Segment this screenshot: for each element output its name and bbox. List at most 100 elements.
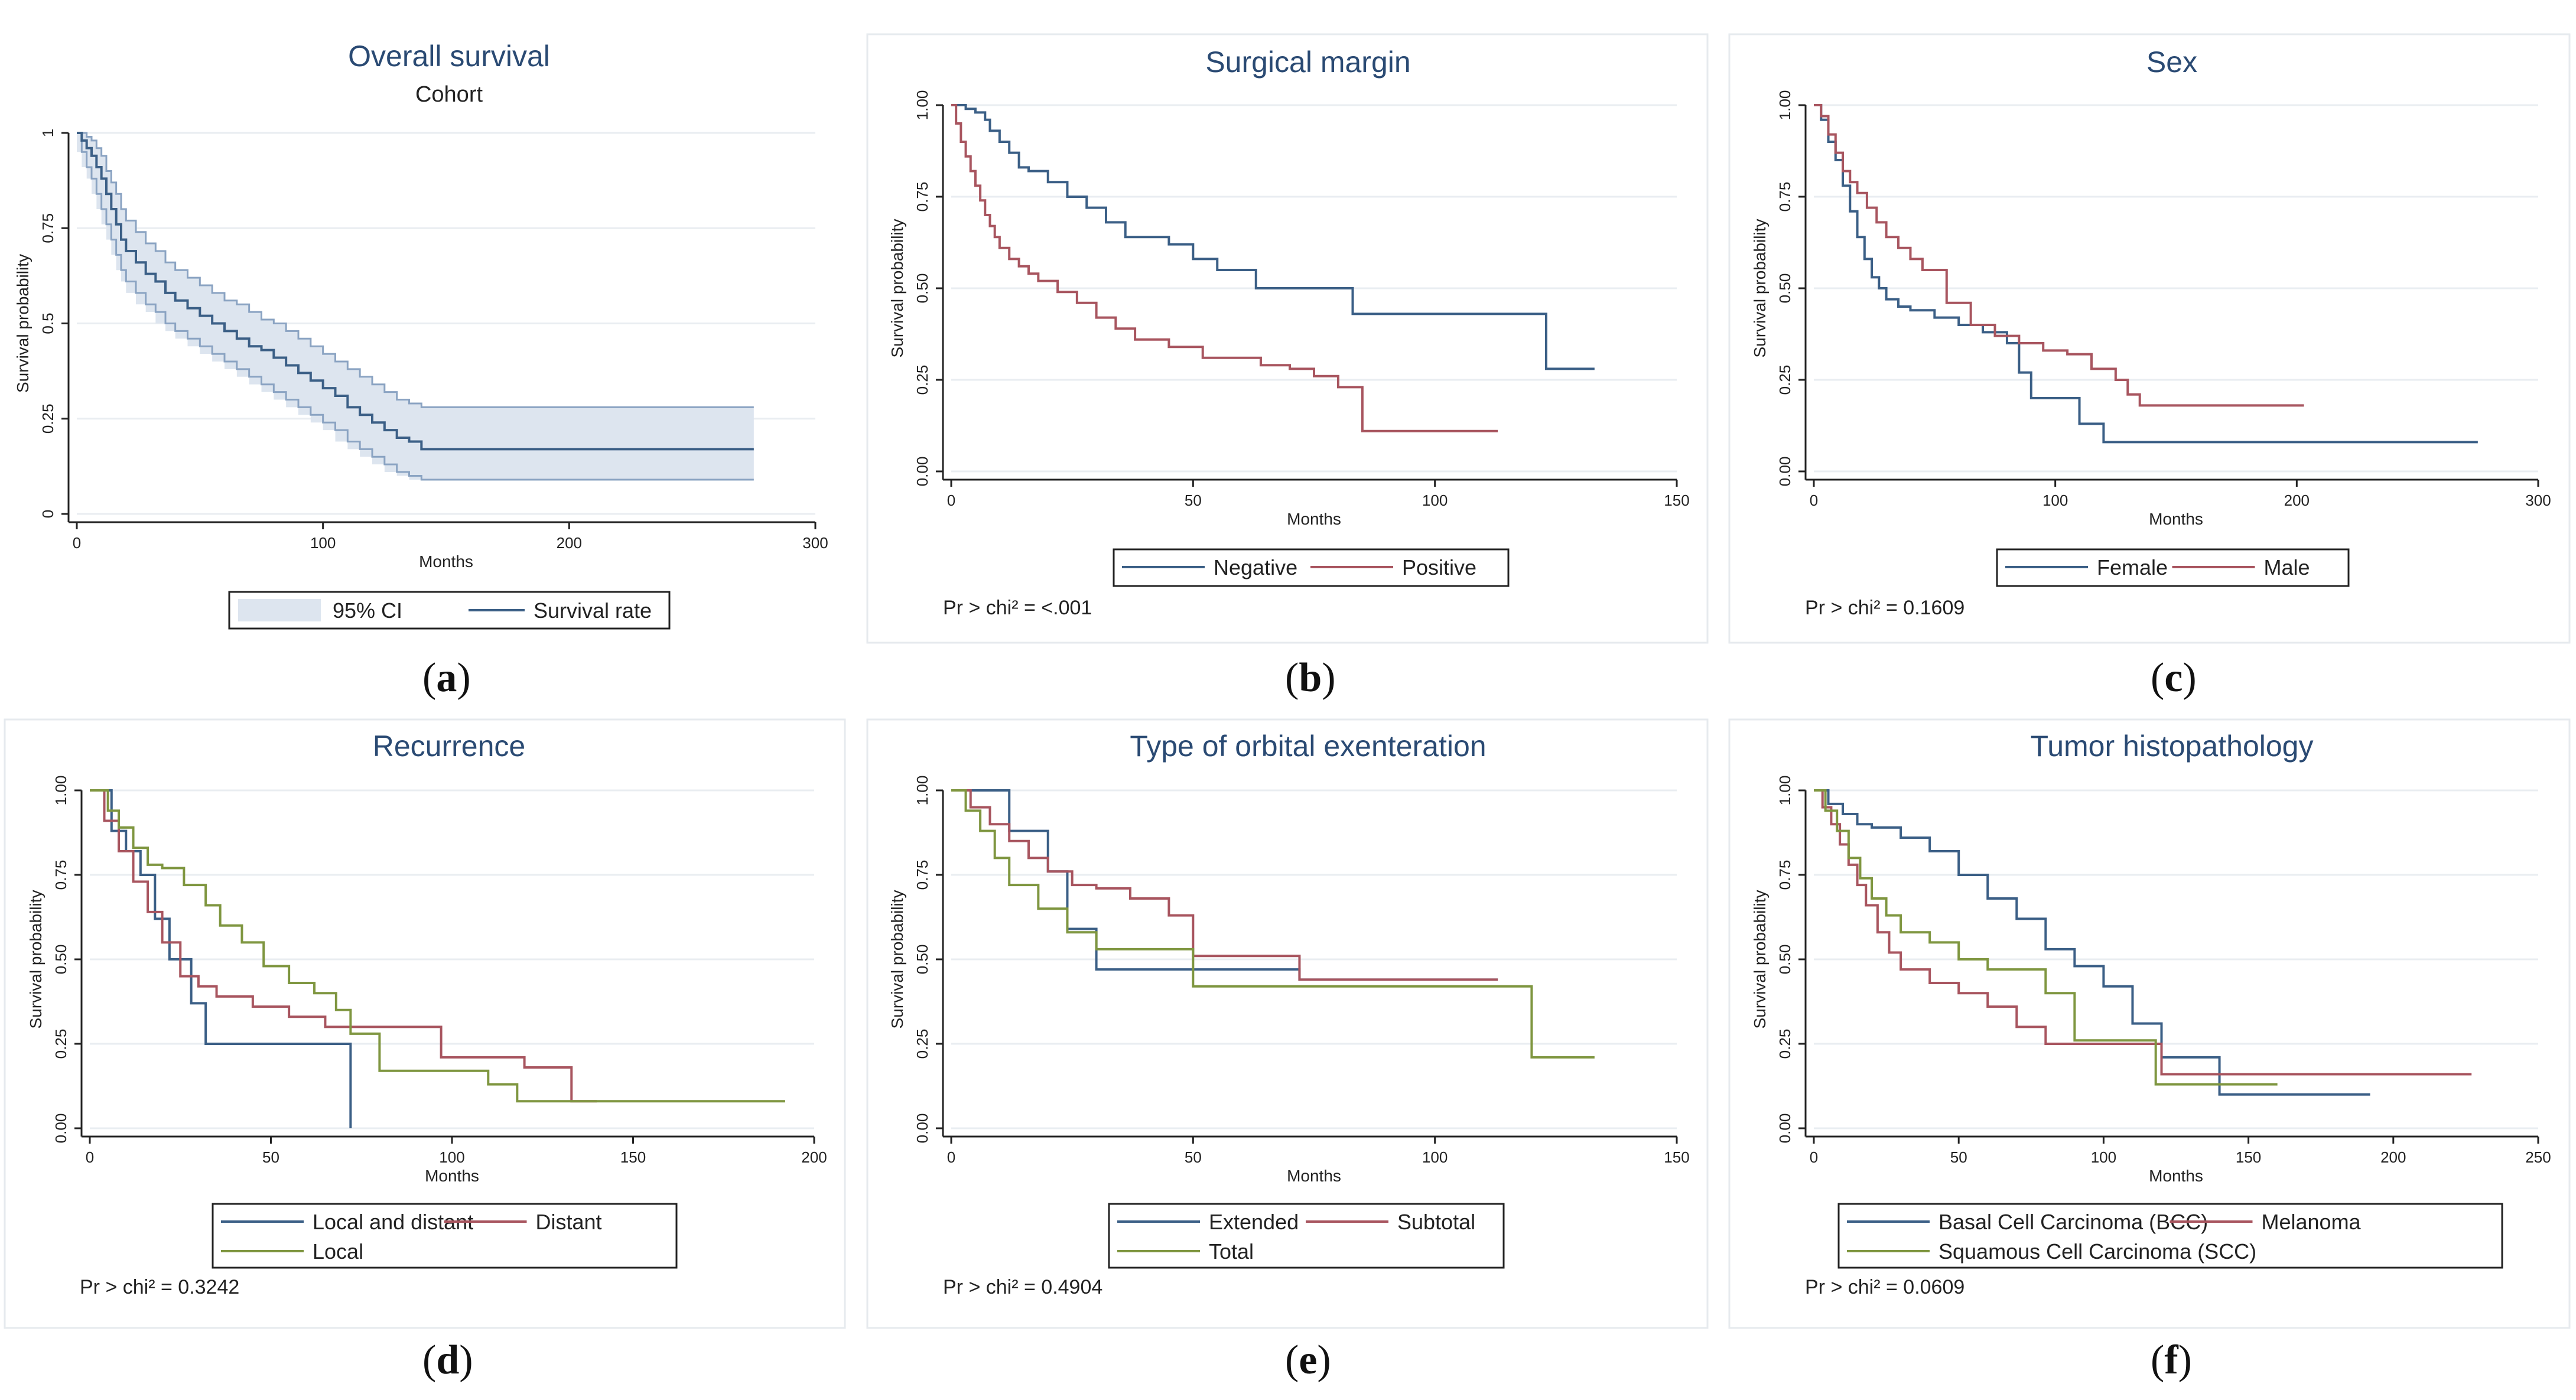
y-tick-label: 0.50 bbox=[1776, 945, 1794, 975]
legend-label: Positive bbox=[1402, 555, 1476, 579]
ci-upper-line bbox=[77, 132, 754, 408]
x-tick-label: 50 bbox=[1185, 1148, 1202, 1166]
panel-caption: (e) bbox=[1285, 1337, 1331, 1383]
y-tick-label: 0.50 bbox=[52, 945, 70, 975]
x-tick-label: 200 bbox=[801, 1148, 827, 1166]
legend-box bbox=[1108, 1203, 1505, 1269]
y-tick-label: 0.75 bbox=[913, 182, 931, 212]
x-tick-label: 100 bbox=[310, 534, 336, 552]
panel-e: 0.00 0.25 0.50 0.75 1.00 0 50 100 150 Months Survi… bbox=[866, 718, 1709, 1383]
x-tick-label: 0 bbox=[1810, 1148, 1818, 1166]
x-axis-label: Months bbox=[419, 552, 473, 571]
legend-box bbox=[228, 591, 671, 630]
x-axis-label: Months bbox=[1287, 510, 1341, 528]
y-tick-label: 0.00 bbox=[1776, 1114, 1794, 1144]
panel-caption-letter: b bbox=[1299, 655, 1322, 701]
curve-total bbox=[951, 789, 1595, 1059]
legend-swatch-ci bbox=[238, 599, 321, 621]
panel-a: 0 0.25 0.5 0.75 1 0 100 200 300 Months Survival pr… bbox=[14, 40, 828, 701]
p-value: Pr > chi² = 0.3242 bbox=[80, 1276, 239, 1298]
y-axis-label: Survival probability bbox=[14, 254, 32, 393]
y-tick-label: 1.00 bbox=[913, 776, 931, 806]
panel-frame bbox=[1728, 33, 2571, 644]
y-tick-label: 0.25 bbox=[1776, 1029, 1794, 1059]
y-tick-label: 0.75 bbox=[39, 213, 57, 243]
y-tick-label: 0.50 bbox=[1776, 274, 1794, 304]
legend-label: Total bbox=[1209, 1239, 1254, 1264]
y-tick-label: 0.25 bbox=[913, 1029, 931, 1059]
panel-c: 0.00 0.25 0.50 0.75 1.00 0 100 200 300 Months Surv… bbox=[1728, 33, 2571, 701]
x-axis-label: Months bbox=[425, 1167, 479, 1185]
x-axis-label: Months bbox=[2149, 510, 2203, 528]
legend-box bbox=[1837, 1203, 2503, 1269]
chart-title: Surgical margin bbox=[1205, 45, 1410, 79]
panel-caption-letter: a bbox=[436, 655, 457, 701]
legend-label: Squamous Cell Carcinoma (SCC) bbox=[1938, 1239, 2256, 1264]
x-tick-label: 200 bbox=[2380, 1148, 2406, 1166]
x-tick-label: 0 bbox=[947, 1148, 955, 1166]
legend-label: Survival rate bbox=[534, 598, 652, 623]
x-tick-label: 150 bbox=[2236, 1148, 2261, 1166]
curve-survival-rate bbox=[77, 132, 754, 451]
x-tick-label: 100 bbox=[2091, 1148, 2116, 1166]
chart-title: Overall survival bbox=[348, 40, 550, 73]
chart-title: Tumor histopathology bbox=[2031, 730, 2314, 763]
y-tick-label: 0.00 bbox=[913, 457, 931, 487]
p-value: Pr > chi² = 0.0609 bbox=[1805, 1276, 1964, 1298]
panel-caption: (b) bbox=[1285, 655, 1336, 701]
ci-band bbox=[77, 133, 754, 480]
panel-frame bbox=[866, 33, 1709, 644]
curve-local bbox=[90, 789, 785, 1103]
panel-caption-letter: e bbox=[1299, 1337, 1317, 1383]
curve-subtotal bbox=[951, 789, 1498, 981]
x-tick-label: 250 bbox=[2525, 1148, 2551, 1166]
panel-caption: (f) bbox=[2151, 1337, 2192, 1383]
x-tick-label: 200 bbox=[557, 534, 582, 552]
curve-male bbox=[1814, 104, 2304, 407]
chart-title: Sex bbox=[2146, 45, 2197, 79]
y-axis-label: Survival probability bbox=[1751, 219, 1769, 358]
panel-caption-letter: d bbox=[436, 1337, 459, 1383]
curve-melanoma bbox=[1814, 789, 2472, 1076]
panel-d: 0.00 0.25 0.50 0.75 1.00 0 50 100 150 200 Months Su… bbox=[4, 718, 846, 1383]
y-tick-label: 0.25 bbox=[1776, 365, 1794, 395]
legend-label: Melanoma bbox=[2262, 1210, 2362, 1234]
x-tick-label: 0 bbox=[73, 534, 81, 552]
x-tick-label: 50 bbox=[1185, 491, 1202, 509]
panel-caption: (a) bbox=[422, 655, 471, 701]
panel-caption-letter: c bbox=[2164, 655, 2183, 701]
y-tick-label: 0.75 bbox=[1776, 860, 1794, 890]
x-tick-label: 0 bbox=[1810, 491, 1818, 509]
y-axis-label: Survival probability bbox=[888, 219, 906, 358]
p-value: Pr > chi² = <.001 bbox=[943, 597, 1092, 619]
x-tick-label: 100 bbox=[1422, 491, 1448, 509]
y-tick-label: 1.00 bbox=[1776, 776, 1794, 806]
y-tick-label: 0.75 bbox=[913, 860, 931, 890]
curve-female bbox=[1814, 104, 2478, 444]
x-tick-label: 300 bbox=[2525, 491, 2551, 509]
legend-label: Male bbox=[2264, 555, 2310, 579]
x-tick-label: 0 bbox=[947, 491, 955, 509]
x-tick-label: 0 bbox=[86, 1148, 94, 1166]
y-tick-label: 1.00 bbox=[913, 90, 931, 121]
x-axis-label: Months bbox=[1287, 1167, 1341, 1185]
panel-caption: (d) bbox=[422, 1337, 473, 1383]
y-axis-label: Survival probability bbox=[888, 890, 906, 1029]
y-axis-label: Survival probability bbox=[1751, 890, 1769, 1029]
legend-label: Negative bbox=[1214, 555, 1297, 579]
y-tick-label: 0.5 bbox=[39, 312, 57, 334]
y-tick-label: 0 bbox=[39, 510, 57, 518]
chart-subtitle: Cohort bbox=[415, 82, 483, 107]
curve-positive bbox=[951, 104, 1498, 432]
p-value: Pr > chi² = 0.1609 bbox=[1805, 597, 1964, 619]
ci-lower-line bbox=[77, 132, 754, 481]
legend-label: 95% CI bbox=[333, 598, 402, 623]
y-tick-label: 0.75 bbox=[1776, 182, 1794, 212]
panel-b: 0.00 0.25 0.50 0.75 1.00 0 50 100 150 Months Survi… bbox=[866, 33, 1709, 701]
legend-label: Female bbox=[2097, 555, 2168, 579]
curve-negative bbox=[951, 104, 1595, 370]
p-value: Pr > chi² = 0.4904 bbox=[943, 1276, 1102, 1298]
x-tick-label: 200 bbox=[2284, 491, 2310, 509]
panel-f: 0.00 0.25 0.50 0.75 1.00 0 50 100 150 200 250 Month… bbox=[1728, 718, 2571, 1383]
y-tick-label: 0.00 bbox=[913, 1114, 931, 1144]
